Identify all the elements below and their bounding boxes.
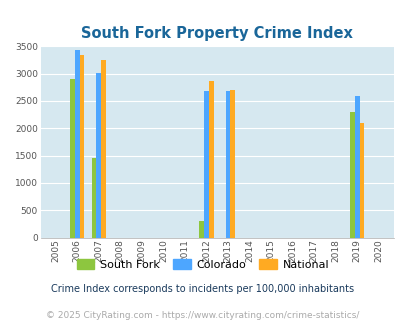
Bar	[208, 81, 213, 238]
Bar	[92, 158, 96, 238]
Bar	[225, 91, 230, 238]
Bar	[96, 73, 101, 238]
Text: Crime Index corresponds to incidents per 100,000 inhabitants: Crime Index corresponds to incidents per…	[51, 284, 354, 294]
Bar	[75, 50, 79, 238]
Legend: South Fork, Colorado, National: South Fork, Colorado, National	[72, 255, 333, 274]
Bar	[349, 112, 354, 238]
Bar	[101, 60, 106, 238]
Bar	[359, 123, 363, 238]
Bar	[204, 91, 208, 238]
Text: © 2025 CityRating.com - https://www.cityrating.com/crime-statistics/: © 2025 CityRating.com - https://www.city…	[46, 312, 359, 320]
Bar	[79, 55, 84, 238]
Bar	[354, 96, 359, 238]
Title: South Fork Property Crime Index: South Fork Property Crime Index	[81, 26, 352, 41]
Bar	[70, 79, 75, 238]
Bar	[199, 221, 204, 238]
Bar	[230, 90, 234, 238]
